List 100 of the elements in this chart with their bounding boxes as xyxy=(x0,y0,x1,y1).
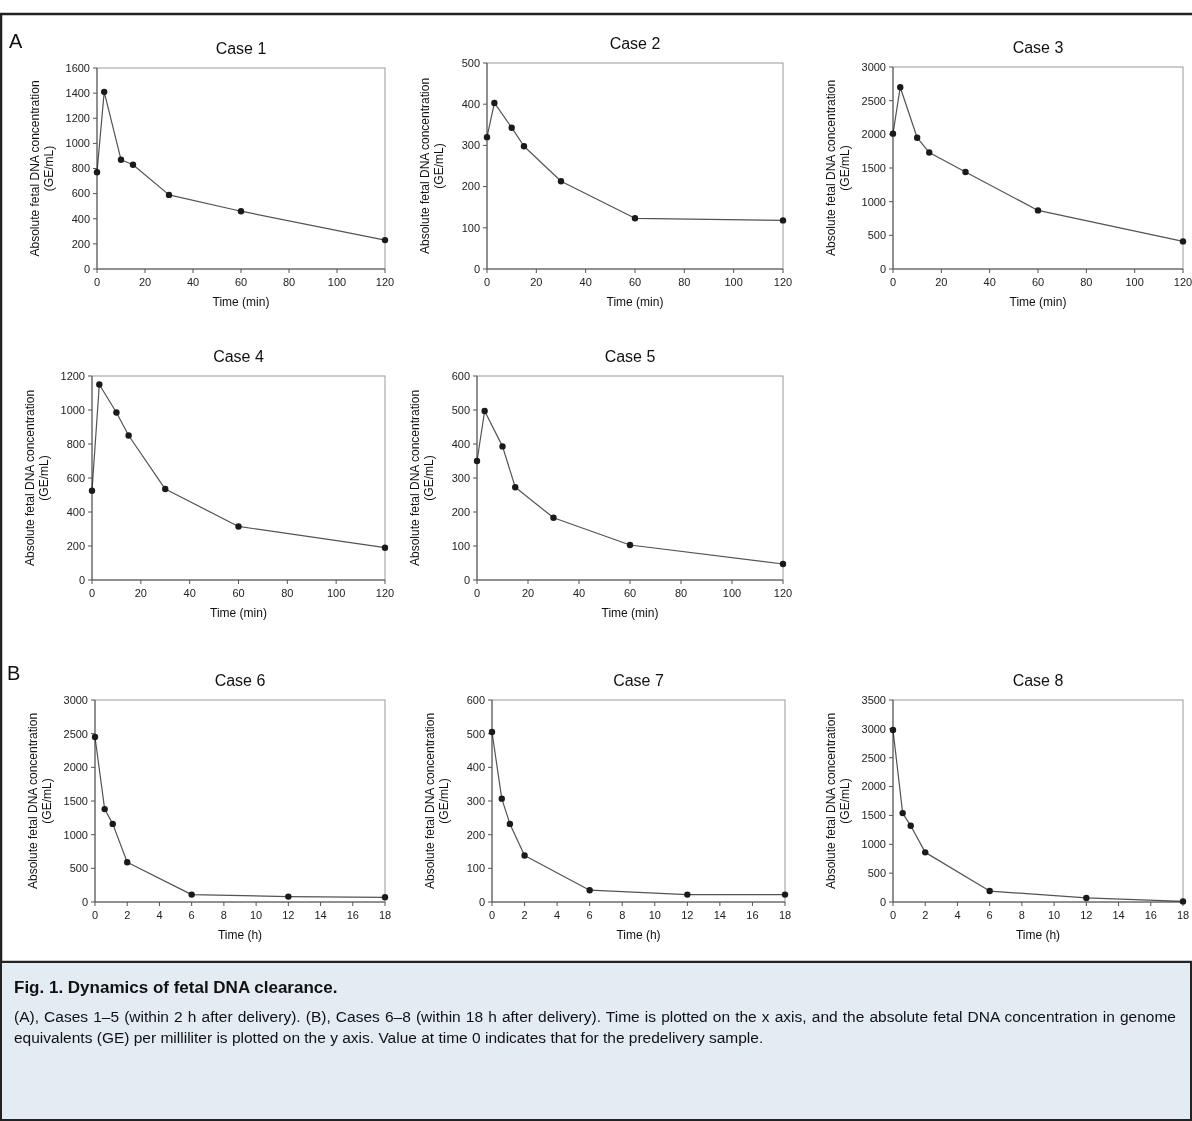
x-tick-label: 2 xyxy=(124,909,131,921)
x-axis-title: Time (min) xyxy=(212,295,270,309)
y-tick-label: 200 xyxy=(461,180,480,193)
point xyxy=(473,457,481,465)
point xyxy=(101,805,108,813)
point xyxy=(285,893,292,900)
x-tick-label: 14 xyxy=(1112,909,1125,921)
y-tick-label: 1000 xyxy=(60,403,85,416)
y-tick-label: 0 xyxy=(879,262,886,275)
y-tick-label: 0 xyxy=(473,262,480,275)
y-axis-title: Absolute fetal DNA concentration (GE/mL) xyxy=(28,80,56,257)
x-tick-label: 0 xyxy=(488,909,496,921)
x-axis-title: Time (h) xyxy=(616,928,661,942)
x-tick-label: 120 xyxy=(375,587,395,599)
x-tick-label: 16 xyxy=(346,909,359,921)
x-axis-title: Time (h) xyxy=(1015,928,1061,942)
point xyxy=(381,236,389,244)
x-tick-label: 40 xyxy=(186,276,200,288)
chart-title: Case 3 xyxy=(1012,39,1064,56)
x-tick-label: 0 xyxy=(93,276,101,288)
x-tick-label: 120 xyxy=(1173,276,1192,288)
x-axis-title: Time (min) xyxy=(1009,295,1067,309)
chart-title: Case 2 xyxy=(609,35,661,52)
point xyxy=(631,215,639,222)
x-tick-label: 40 xyxy=(183,587,196,599)
text: B xyxy=(7,662,21,684)
x-tick-label: 40 xyxy=(579,276,592,288)
y-tick-label: 300 xyxy=(466,794,485,807)
y-tick-label: 1200 xyxy=(60,369,85,382)
y-axis-title: Absolute fetal DNA concentration (GE/mL) xyxy=(408,389,436,567)
x-tick-label: 16 xyxy=(746,909,759,921)
x-axis-title: Time (min) xyxy=(601,606,659,620)
point xyxy=(488,728,496,736)
point xyxy=(684,891,691,898)
y-tick-label: 500 xyxy=(867,866,886,879)
y-tick-label: 3500 xyxy=(861,693,886,706)
x-tick-label: 60 xyxy=(234,276,248,288)
point xyxy=(483,133,491,141)
point xyxy=(779,217,787,224)
x-tick-label: 6 xyxy=(586,909,593,921)
x-tick-label: 8 xyxy=(619,909,626,921)
x-tick-label: 0 xyxy=(889,276,897,288)
x-axis-title: Time (h) xyxy=(217,928,263,942)
x-tick-label: 80 xyxy=(678,276,691,288)
text: (A), Cases 1–5 (within 2 h after delivery). (B), Cases 6–8 (within 18 h after delivery). Time is plotted on the x axis, and the absolute fetal DNA concentration in genome equivalents (GE) per milliliter is plotted on the y axis. Value at time 0 indicates that for the predelivery sample. xyxy=(14,1007,1176,1048)
x-tick-label: 4 xyxy=(156,909,163,921)
point xyxy=(113,409,120,416)
y-tick-label: 3000 xyxy=(63,693,88,706)
point xyxy=(162,485,169,493)
y-tick-label: 600 xyxy=(66,471,85,484)
x-tick-label: 120 xyxy=(375,276,395,288)
point xyxy=(237,208,245,215)
x-tick-label: 12 xyxy=(1080,909,1093,921)
y-tick-label: 600 xyxy=(451,369,470,382)
x-axis-title: Time (min) xyxy=(210,606,267,620)
x-tick-label: 4 xyxy=(554,909,561,921)
point xyxy=(1034,207,1042,214)
y-tick-label: 500 xyxy=(867,229,886,242)
y-tick-label: 1400 xyxy=(65,86,90,99)
x-tick-label: 0 xyxy=(889,909,897,921)
x-tick-label: 0 xyxy=(91,909,99,921)
point xyxy=(779,560,787,568)
chart-title: Case 4 xyxy=(213,348,264,365)
y-tick-label: 2000 xyxy=(861,780,886,793)
point xyxy=(165,191,173,199)
point xyxy=(962,168,969,176)
point xyxy=(91,733,99,741)
x-tick-label: 2 xyxy=(922,909,929,921)
point xyxy=(550,514,557,521)
point xyxy=(381,894,389,901)
y-tick-label: 100 xyxy=(466,862,485,875)
y-axis-title: Absolute fetal DNA concentration (GE/mL) xyxy=(418,77,446,255)
x-tick-label: 80 xyxy=(674,587,688,599)
y-tick-label: 1200 xyxy=(65,112,90,125)
y-tick-label: 500 xyxy=(69,862,88,875)
point xyxy=(188,891,195,898)
point xyxy=(521,852,528,859)
x-tick-label: 4 xyxy=(954,909,961,921)
y-tick-label: 500 xyxy=(451,403,470,416)
x-tick-label: 120 xyxy=(773,276,793,288)
y-axis-title: Absolute fetal DNA concentration (GE/mL) xyxy=(824,712,852,890)
y-tick-label: 1500 xyxy=(63,794,88,807)
x-tick-label: 18 xyxy=(778,909,792,921)
y-tick-label: 500 xyxy=(461,56,480,69)
point xyxy=(557,178,565,185)
y-tick-label: 300 xyxy=(461,139,480,152)
x-tick-label: 100 xyxy=(724,276,743,288)
x-tick-label: 12 xyxy=(282,909,295,921)
y-tick-label: 0 xyxy=(879,895,886,908)
x-tick-label: 20 xyxy=(138,276,152,288)
x-tick-label: 10 xyxy=(1047,909,1061,921)
y-tick-label: 0 xyxy=(463,573,470,586)
x-tick-label: 6 xyxy=(188,909,195,921)
y-tick-label: 0 xyxy=(478,895,485,908)
x-tick-label: 20 xyxy=(530,276,543,288)
point xyxy=(109,820,116,828)
point xyxy=(626,541,634,549)
point xyxy=(96,381,103,388)
x-tick-label: 8 xyxy=(220,909,227,921)
y-tick-label: 1000 xyxy=(65,137,90,150)
